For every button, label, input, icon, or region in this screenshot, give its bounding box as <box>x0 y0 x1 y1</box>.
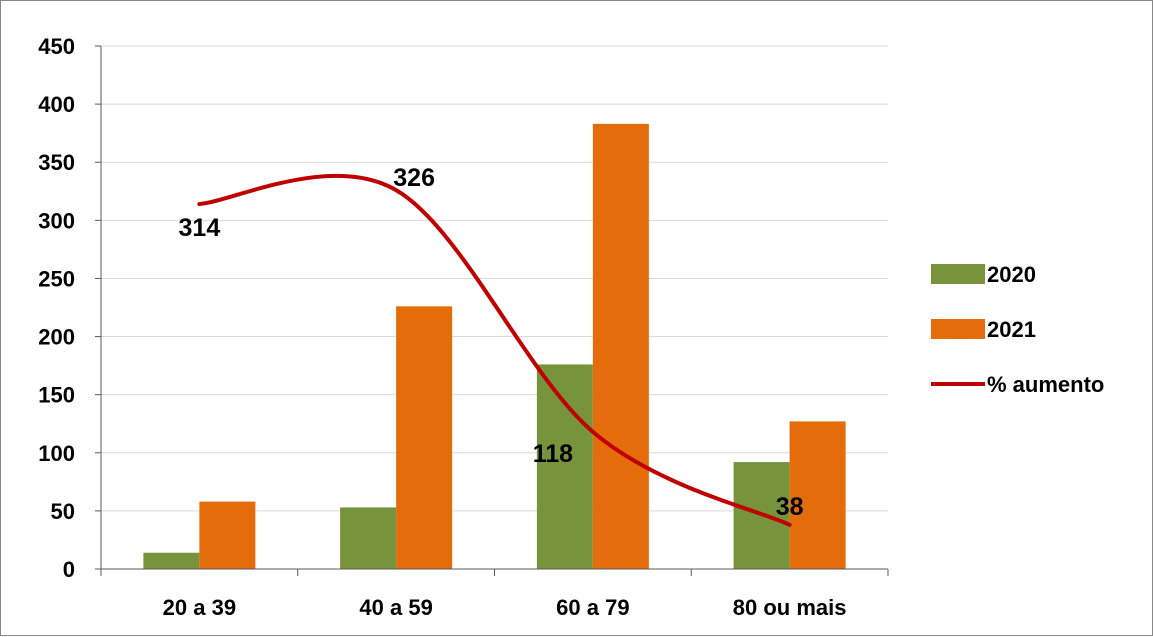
y-tick-label: 450 <box>38 34 75 59</box>
x-category-label: 20 a 39 <box>163 595 236 620</box>
x-category-label: 80 ou mais <box>733 595 847 620</box>
y-tick-label: 150 <box>38 383 75 408</box>
legend-label: 2020 <box>987 262 1036 287</box>
y-tick-label: 350 <box>38 150 75 175</box>
bars <box>143 123 846 569</box>
y-tick-label: 100 <box>38 441 75 466</box>
y-tick-label: 300 <box>38 208 75 233</box>
y-tick-label: 250 <box>38 266 75 291</box>
x-category-label: 60 a 79 <box>556 595 629 620</box>
line-data-label: 326 <box>393 164 435 192</box>
bar-2020 <box>536 364 593 569</box>
x-category-labels: 20 a 39 40 a 59 60 a 79 80 ou mais <box>163 595 847 620</box>
percent-increase-line <box>197 173 792 527</box>
line-data-label: 38 <box>776 493 804 521</box>
percent-increase-curve <box>197 173 792 527</box>
bar-2020 <box>340 507 397 569</box>
y-tick-label: 200 <box>38 325 75 350</box>
y-tick-labels: 0 50 100 150 200 250 300 350 400 450 <box>38 34 75 582</box>
legend-label: % aumento <box>987 372 1104 397</box>
percent-increase-labels: 314 326 118 38 <box>179 164 804 521</box>
bar-2020 <box>143 552 200 569</box>
axes <box>95 45 889 576</box>
legend-swatch-2020 <box>931 264 985 284</box>
legend-swatch-2021 <box>931 319 985 339</box>
line-data-label: 118 <box>533 440 573 468</box>
bar-2021 <box>789 421 846 569</box>
legend-label: 2021 <box>987 317 1036 342</box>
x-category-label: 40 a 59 <box>359 595 432 620</box>
line-data-label: 314 <box>179 214 221 242</box>
y-tick-label: 0 <box>63 557 75 582</box>
y-tick-label: 400 <box>38 92 75 117</box>
legend: 2020 2021 % aumento <box>931 262 1104 397</box>
bar-2021 <box>199 501 256 569</box>
gridlines <box>101 45 888 512</box>
bar-2021 <box>396 306 453 569</box>
bar-2021 <box>592 123 649 569</box>
y-tick-label: 50 <box>51 499 75 524</box>
